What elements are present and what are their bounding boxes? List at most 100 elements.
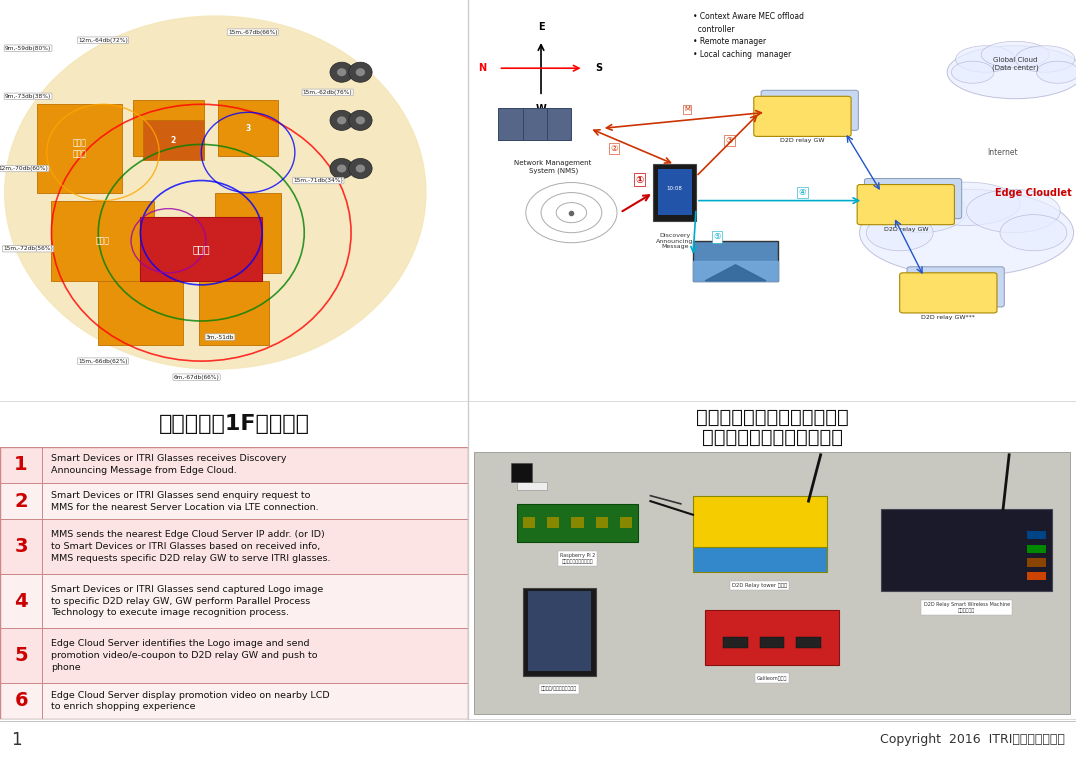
Text: Smart Devices or ITRI Glasses receives Discovery
Announcing Message from Edge Cl: Smart Devices or ITRI Glasses receives D… — [52, 454, 287, 475]
Ellipse shape — [947, 45, 1076, 98]
Bar — [657, 169, 692, 215]
Circle shape — [356, 68, 365, 76]
Bar — [1028, 545, 1046, 553]
Bar — [0, 519, 468, 574]
Bar — [1028, 559, 1046, 566]
Text: Smart Devices or ITRI Glasses send captured Logo image
to specific D2D relay GW,: Smart Devices or ITRI Glasses send captu… — [52, 584, 324, 618]
Text: 6: 6 — [14, 691, 28, 711]
Bar — [0, 574, 468, 628]
Bar — [217, 100, 279, 157]
Bar — [523, 108, 547, 141]
Bar — [0, 447, 468, 483]
Bar — [38, 104, 122, 192]
Text: 3: 3 — [14, 537, 28, 556]
Text: 12m,-64db(72%): 12m,-64db(72%) — [79, 38, 128, 42]
Circle shape — [337, 117, 346, 124]
FancyBboxPatch shape — [761, 90, 859, 130]
FancyBboxPatch shape — [864, 179, 962, 219]
Text: 15m,-67db(66%): 15m,-67db(66%) — [228, 30, 278, 35]
Text: MMS sends the nearest Edge Cloud Server IP addr. (or ID)
to Smart Devices or ITR: MMS sends the nearest Edge Cloud Server … — [52, 530, 331, 563]
Bar — [547, 518, 560, 528]
Bar — [693, 547, 826, 572]
Bar — [523, 518, 535, 528]
Text: Edge Cloud Server display promotion video on nearby LCD
to enrich shopping exper: Edge Cloud Server display promotion vide… — [52, 690, 330, 712]
Bar — [796, 637, 821, 648]
Text: 15m,-62db(76%): 15m,-62db(76%) — [302, 90, 353, 95]
Text: Internet: Internet — [988, 148, 1018, 157]
Circle shape — [330, 62, 353, 83]
Text: Discovery
Announcing
Message: Discovery Announcing Message — [656, 232, 693, 249]
Text: 5: 5 — [14, 646, 28, 665]
Text: D2D relay GW: D2D relay GW — [883, 226, 928, 232]
Polygon shape — [705, 265, 766, 281]
Text: Galileom開發版: Galileom開發版 — [756, 675, 788, 681]
FancyBboxPatch shape — [907, 266, 1004, 307]
Bar — [133, 100, 203, 157]
Bar — [881, 509, 1051, 591]
Bar — [511, 463, 532, 482]
Bar — [571, 518, 583, 528]
Bar — [1028, 531, 1046, 539]
Text: W: W — [536, 104, 547, 114]
Ellipse shape — [873, 189, 966, 232]
Text: Network Management
System (NMS): Network Management System (NMS) — [514, 160, 592, 174]
Bar — [723, 637, 748, 648]
Bar — [52, 201, 155, 281]
Bar — [0, 683, 468, 719]
Text: ⑤: ⑤ — [713, 232, 721, 241]
Text: 2: 2 — [171, 136, 175, 145]
Text: • Context Aware MEC offload
  controller
• Remote manager
• Local caching  manag: • Context Aware MEC offload controller •… — [693, 12, 804, 58]
Ellipse shape — [860, 189, 1074, 276]
Bar — [516, 482, 547, 491]
Text: 3: 3 — [245, 124, 251, 133]
Bar — [596, 518, 608, 528]
FancyBboxPatch shape — [858, 185, 954, 225]
Text: 15m,-72db(56%): 15m,-72db(56%) — [3, 246, 53, 251]
Bar — [140, 217, 263, 281]
Text: D2D Relay tower 天線盒: D2D Relay tower 天線盒 — [733, 583, 788, 588]
Text: 6m,-67db(66%): 6m,-67db(66%) — [173, 375, 220, 380]
Text: 12m,-70db(60%): 12m,-70db(60%) — [0, 166, 48, 171]
Text: 裝置間直連中繼閘道通訊系統: 裝置間直連中繼閘道通訊系統 — [696, 407, 848, 427]
Text: D2D relay GW: D2D relay GW — [780, 139, 824, 143]
Bar — [760, 637, 784, 648]
Text: 3m,-51db: 3m,-51db — [206, 335, 235, 340]
Ellipse shape — [866, 215, 933, 251]
FancyBboxPatch shape — [754, 96, 851, 136]
Bar — [620, 518, 633, 528]
Text: N: N — [478, 63, 486, 73]
Text: Edge Cloudlet: Edge Cloudlet — [995, 188, 1072, 198]
Text: 15m,-71db(34%): 15m,-71db(34%) — [294, 178, 343, 183]
Ellipse shape — [1000, 215, 1067, 251]
Ellipse shape — [966, 189, 1060, 232]
Text: 15m,-66db(62%): 15m,-66db(62%) — [79, 359, 128, 363]
Bar — [693, 496, 826, 550]
Text: S: S — [596, 63, 603, 73]
Circle shape — [330, 111, 353, 130]
Text: Copyright  2016  ITRI工業技術研究院: Copyright 2016 ITRI工業技術研究院 — [880, 734, 1065, 746]
Circle shape — [330, 158, 353, 179]
Text: 世博台灣館1F佈建位置: 世博台灣館1F佈建位置 — [158, 414, 310, 434]
Bar — [653, 164, 696, 221]
Bar — [498, 108, 523, 141]
Text: Smart Devices or ITRI Glasses send enquiry request to
MMS for the nearest Server: Smart Devices or ITRI Glasses send enqui… — [52, 491, 320, 512]
Text: M: M — [684, 106, 690, 112]
Text: 1: 1 — [11, 731, 22, 749]
Text: 1: 1 — [14, 455, 28, 475]
Circle shape — [349, 62, 372, 83]
Bar — [705, 610, 839, 665]
Bar — [693, 241, 778, 281]
Text: 4: 4 — [14, 591, 28, 611]
Bar — [1028, 572, 1046, 580]
Text: 9m,-73db(38%): 9m,-73db(38%) — [5, 94, 52, 99]
Text: E: E — [538, 22, 544, 32]
Bar — [547, 108, 571, 141]
Text: ④: ④ — [798, 188, 806, 197]
Ellipse shape — [914, 182, 1020, 226]
Bar — [523, 588, 596, 675]
Bar — [527, 591, 591, 671]
FancyBboxPatch shape — [900, 273, 997, 313]
Text: ③: ③ — [725, 136, 733, 145]
Text: ②: ② — [610, 144, 618, 153]
Circle shape — [356, 164, 365, 173]
